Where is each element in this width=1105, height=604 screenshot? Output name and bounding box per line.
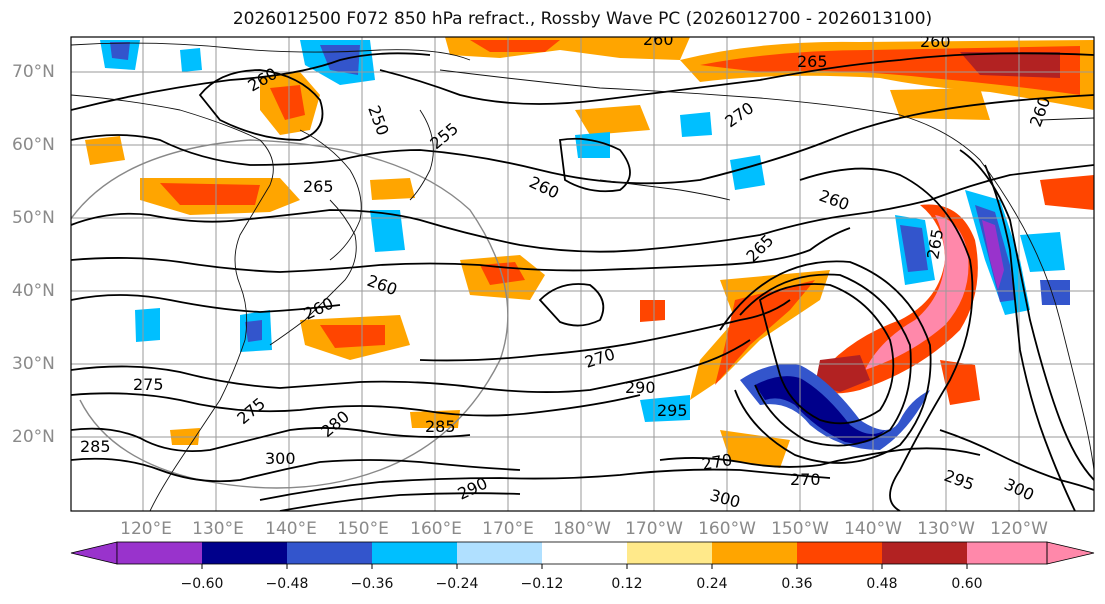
colorbar-segment: [542, 542, 627, 564]
colorbar-segment: [202, 542, 287, 564]
colorbar-segment: [117, 542, 202, 564]
colorbar-segment: [287, 542, 372, 564]
graticule: [71, 37, 1094, 511]
contour-label: 260: [643, 30, 674, 49]
lon-label: 170°E: [482, 519, 534, 539]
colorbar-segment: [712, 542, 797, 564]
lon-label: 160°W: [698, 519, 756, 539]
colorbar-tick-label: −0.48: [265, 576, 309, 592]
colorbar-segment: [882, 542, 967, 564]
lon-label: 150°E: [337, 519, 389, 539]
contour-label: 295: [657, 401, 688, 420]
colorbar-segment: [627, 542, 712, 564]
lat-label: 50°N: [12, 208, 55, 228]
colorbar-tick-label: 0.60: [951, 576, 983, 592]
map-title: 2026012500 F072 850 hPa refract., Rossby…: [232, 9, 933, 29]
anomaly-shading: [85, 37, 1094, 468]
contour-lines: [71, 52, 1094, 511]
lat-label: 60°N: [12, 135, 55, 155]
contour-label: 300: [265, 449, 296, 468]
lat-label: 30°N: [12, 354, 55, 374]
lat-label: 70°N: [12, 62, 55, 82]
lon-label: 180°W: [553, 519, 611, 539]
colorbar-tick-label: 0.12: [611, 576, 643, 592]
colorbar-tick-label: 0.48: [866, 576, 898, 592]
colorbar-segment: [372, 542, 457, 564]
lon-label: 150°W: [771, 519, 829, 539]
colorbar-tick-label: −0.36: [350, 576, 394, 592]
colorbar-low-extension: [70, 541, 118, 565]
colorbar-segment: [967, 542, 1047, 564]
colorbar-segment: [457, 542, 542, 564]
lon-label: 160°E: [410, 519, 462, 539]
lon-label: 130°W: [917, 519, 975, 539]
map-frame: [70, 36, 1095, 512]
contour-label: 260: [920, 32, 951, 51]
lat-label: 20°N: [12, 427, 55, 447]
lon-label: 140°W: [844, 519, 902, 539]
contour-label: 265: [797, 52, 828, 71]
contour-label: 285: [425, 417, 456, 436]
colorbar-tick-label: −0.12: [520, 576, 564, 592]
contour-value-labels: 260 250 260 260 265 270 255 265 260 260 …: [80, 30, 1054, 511]
contour-label: 290: [625, 378, 656, 397]
colorbar-tick-label: 0.36: [781, 576, 813, 592]
colorbar-segment: [797, 542, 882, 564]
lon-label: 140°E: [265, 519, 317, 539]
contour-label: 265: [303, 177, 334, 196]
lat-label: 40°N: [12, 281, 55, 301]
contour-label: 275: [133, 375, 164, 394]
contour-label: 285: [80, 437, 111, 456]
colorbar-tick-label: 0.24: [696, 576, 728, 592]
colorbar-tick-label: −0.60: [180, 576, 224, 592]
colorbar-high-extension: [1046, 541, 1095, 565]
lon-label: 120°E: [120, 519, 172, 539]
lon-label: 130°E: [192, 519, 244, 539]
colorbar-tick-label: −0.24: [435, 576, 479, 592]
contour-label: 270: [790, 470, 821, 489]
coastlines: [71, 42, 1094, 511]
lon-label: 120°W: [990, 519, 1048, 539]
lon-label: 170°W: [625, 519, 683, 539]
colorbar: [70, 541, 1095, 569]
